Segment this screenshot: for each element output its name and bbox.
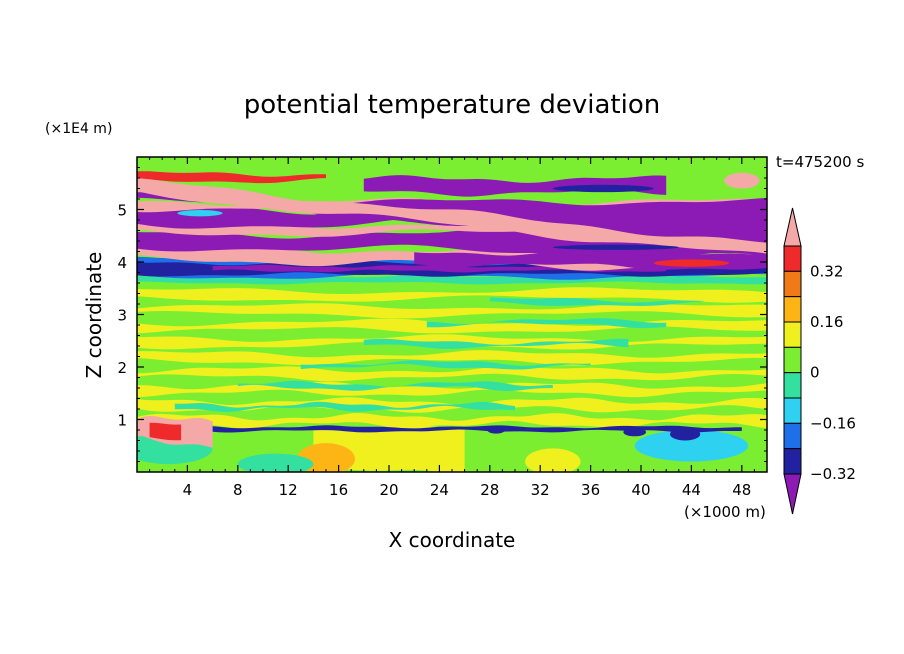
y-tick-label: 4 xyxy=(117,254,127,272)
x-tick-label: 16 xyxy=(329,481,348,499)
x-tick-label: 8 xyxy=(233,481,243,499)
contour-patch xyxy=(177,210,223,217)
x-unit-label: (×1000 m) xyxy=(684,503,766,521)
contour-band xyxy=(149,422,182,441)
y-unit-label: (×1E4 m) xyxy=(45,121,112,137)
contour-band xyxy=(363,175,667,197)
colorbar-box xyxy=(783,245,802,272)
contour-field xyxy=(137,157,767,472)
colorbar-tick-label: 0 xyxy=(810,364,820,382)
y-tick-label: 5 xyxy=(117,202,127,220)
y-tick-label: 3 xyxy=(117,307,127,325)
x-tick-label: 28 xyxy=(480,481,499,499)
y-axis-label: Z coordinate xyxy=(82,252,106,379)
x-tick-label: 24 xyxy=(430,481,449,499)
colorbar-box xyxy=(783,397,802,424)
y-tick-label: 1 xyxy=(117,412,127,430)
contour-patch xyxy=(525,448,581,472)
contour-band xyxy=(137,366,767,382)
y-axis: 1 2 3 4 5 xyxy=(117,167,767,462)
contour-patch xyxy=(237,453,314,472)
colorbar-tick-label: 0.32 xyxy=(810,262,843,280)
contour-band xyxy=(137,177,767,254)
x-tick-label: 36 xyxy=(581,481,600,499)
contour-patch xyxy=(724,172,760,189)
contour-patch xyxy=(634,430,749,462)
contour-band xyxy=(137,303,767,319)
contour-band xyxy=(426,318,667,329)
time-label: t=475200 s xyxy=(776,153,864,171)
colorbar-tick-label: 0.16 xyxy=(810,313,843,331)
colorbar-box xyxy=(783,422,802,450)
colorbar-box xyxy=(783,346,802,374)
contour-patch xyxy=(552,184,654,193)
contour-band xyxy=(300,360,591,370)
contour-patch xyxy=(653,259,730,267)
colorbar-max-triangle xyxy=(783,207,802,247)
colorbar-tick-label: −0.16 xyxy=(810,414,856,432)
colorbar-min-triangle xyxy=(783,473,802,515)
x-tick-label: 48 xyxy=(732,481,751,499)
colorbar-tick-label: −0.32 xyxy=(810,465,856,483)
plot-area xyxy=(136,156,768,473)
chart-title: potential temperature deviation xyxy=(244,90,660,120)
contour-band xyxy=(137,425,742,433)
x-tick-label: 32 xyxy=(531,481,550,499)
contour-band xyxy=(137,287,767,303)
x-tick-label: 4 xyxy=(183,481,193,499)
contour-band xyxy=(363,338,629,349)
x-tick-label: 12 xyxy=(279,481,298,499)
contour-patch xyxy=(623,427,647,437)
x-axis-label: X coordinate xyxy=(389,528,516,552)
contour-band xyxy=(489,297,704,306)
contour-patch xyxy=(552,244,679,250)
contour-band xyxy=(137,171,326,184)
x-tick-label: 40 xyxy=(631,481,650,499)
contour-band xyxy=(137,413,767,429)
colorbar-box xyxy=(783,321,802,348)
colorbar-box xyxy=(783,448,802,475)
contour-patch xyxy=(669,427,701,441)
x-tick-label: 44 xyxy=(682,481,701,499)
contour-patch xyxy=(487,426,505,434)
colorbar-box xyxy=(783,372,802,399)
colorbar: 0.32 0.16 0 −0.16 −0.32 xyxy=(783,207,856,515)
x-axis: 4 8 12 16 20 24 28 32 36 40 44 48 xyxy=(149,157,755,499)
contour-band xyxy=(174,401,516,412)
contour-band xyxy=(137,350,767,366)
y-tick-label: 2 xyxy=(117,359,127,377)
x-tick-label: 20 xyxy=(379,481,398,499)
colorbar-box xyxy=(783,270,802,298)
colorbar-box xyxy=(783,296,802,323)
contour-band xyxy=(237,380,553,391)
